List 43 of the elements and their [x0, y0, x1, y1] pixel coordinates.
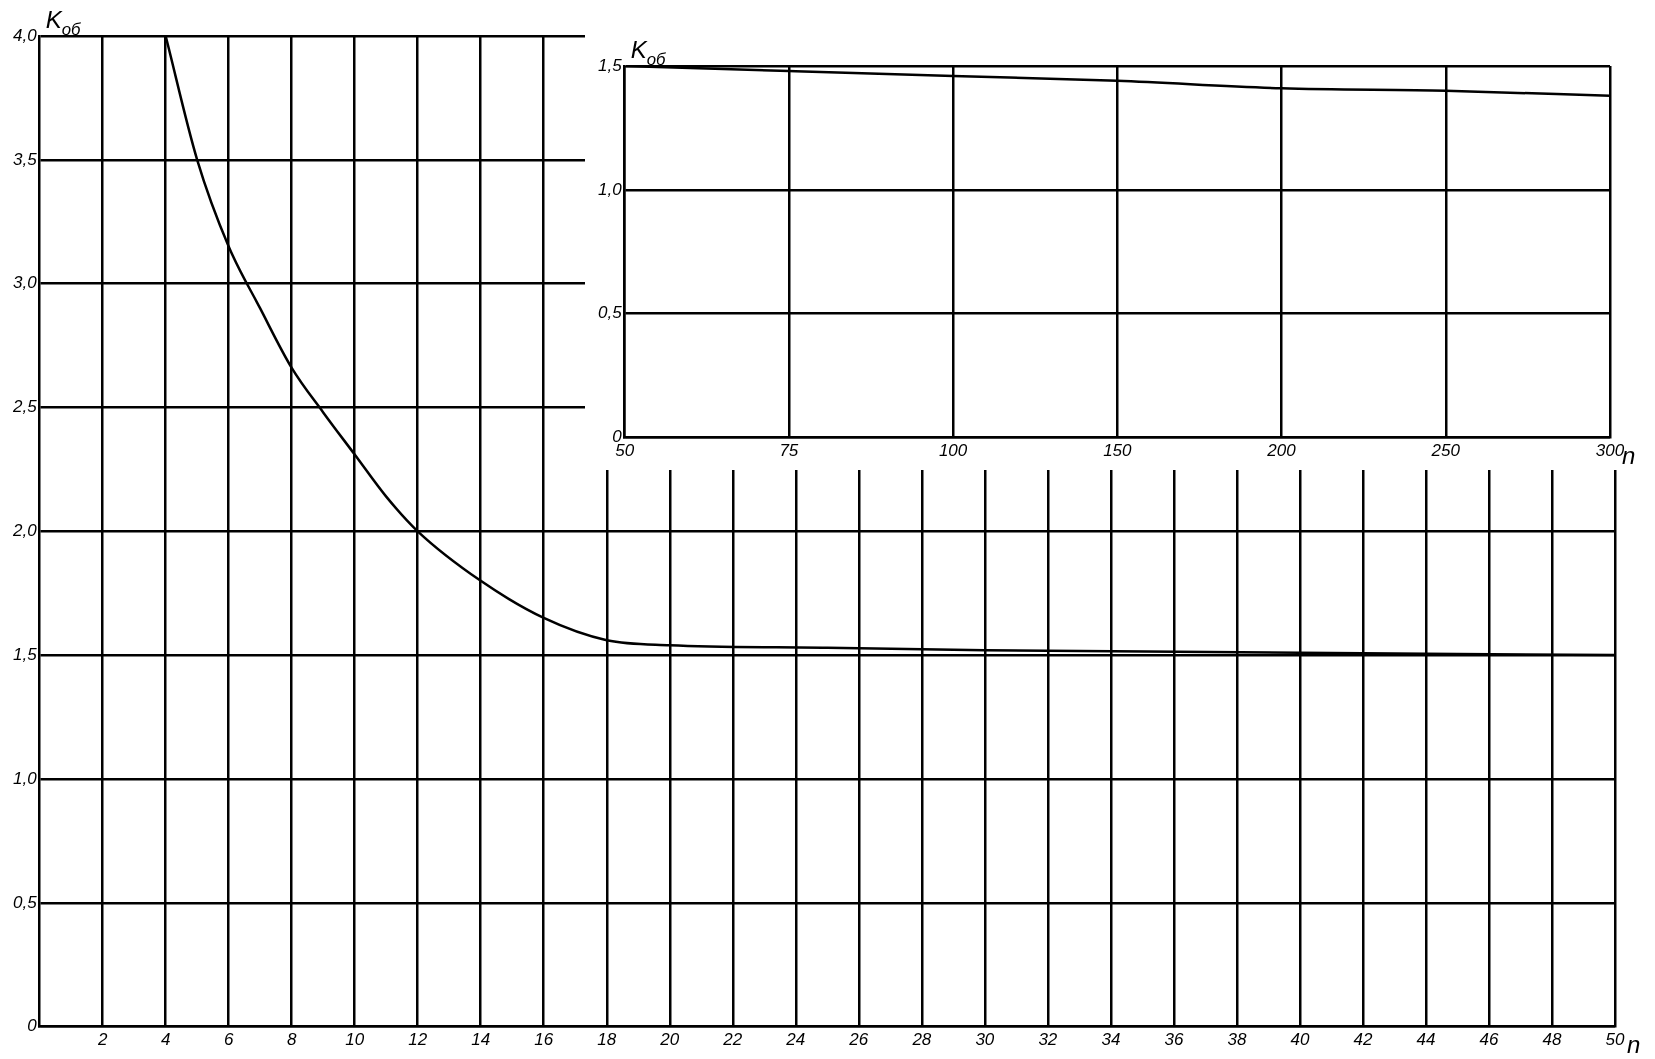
x-tick-label: 30 [975, 1029, 995, 1049]
y-tick-label: 1,5 [12, 644, 38, 664]
y-tick-label: 2,0 [11, 521, 38, 541]
x-tick-label: 20 [659, 1029, 680, 1049]
x-tick-label: 22 [722, 1029, 743, 1049]
x-tick-label: 36 [1164, 1029, 1184, 1049]
x-tick-label: 46 [1479, 1029, 1499, 1049]
y-tick-label: 4,0 [12, 25, 38, 45]
x-tick-label: 42 [1353, 1029, 1373, 1049]
x-tick-label: 16 [534, 1029, 554, 1049]
x-tick-label: 48 [1542, 1029, 1562, 1049]
y-tick-label: 0 [27, 1016, 38, 1036]
x-tick-label: 250 [1430, 440, 1461, 460]
x-tick-label: 34 [1101, 1029, 1121, 1049]
x-tick-label: 40 [1290, 1029, 1310, 1049]
x-tick-label: 24 [785, 1029, 806, 1049]
y-tick-label: 0,5 [12, 892, 38, 912]
y-tick-label: 0,5 [597, 303, 623, 323]
y-tick-label: 1,0 [12, 768, 38, 788]
x-tick-label: 18 [597, 1029, 617, 1049]
y-tick-label: 2,5 [11, 397, 38, 417]
y-tick-label: 3,5 [12, 149, 38, 169]
y-tick-label: 3,0 [12, 273, 38, 293]
x-tick-label: 38 [1227, 1029, 1247, 1049]
x-tick-label: 2 [96, 1029, 108, 1049]
x-tick-label: 10 [345, 1029, 365, 1049]
x-tick-label: 4 [160, 1029, 171, 1049]
x-tick-label: 100 [938, 440, 968, 460]
x-tick-label: 26 [848, 1029, 869, 1049]
y-tick-label: 1,0 [597, 179, 623, 199]
y-tick-label: 1,5 [597, 55, 623, 75]
x-tick-label: 75 [779, 440, 799, 460]
x-tick-label: 28 [911, 1029, 932, 1049]
x-tick-label: 12 [408, 1029, 428, 1049]
x-axis-title: n [1627, 1030, 1641, 1058]
x-tick-label: 32 [1038, 1029, 1058, 1049]
x-tick-label: 150 [1103, 440, 1133, 460]
x-tick-label: 14 [471, 1029, 491, 1049]
x-tick-label: 44 [1416, 1029, 1436, 1049]
x-tick-label: 8 [286, 1029, 297, 1049]
x-tick-label: 6 [223, 1029, 234, 1049]
x-tick-label: 200 [1266, 440, 1297, 460]
x-tick-label: 50 [1605, 1029, 1625, 1049]
